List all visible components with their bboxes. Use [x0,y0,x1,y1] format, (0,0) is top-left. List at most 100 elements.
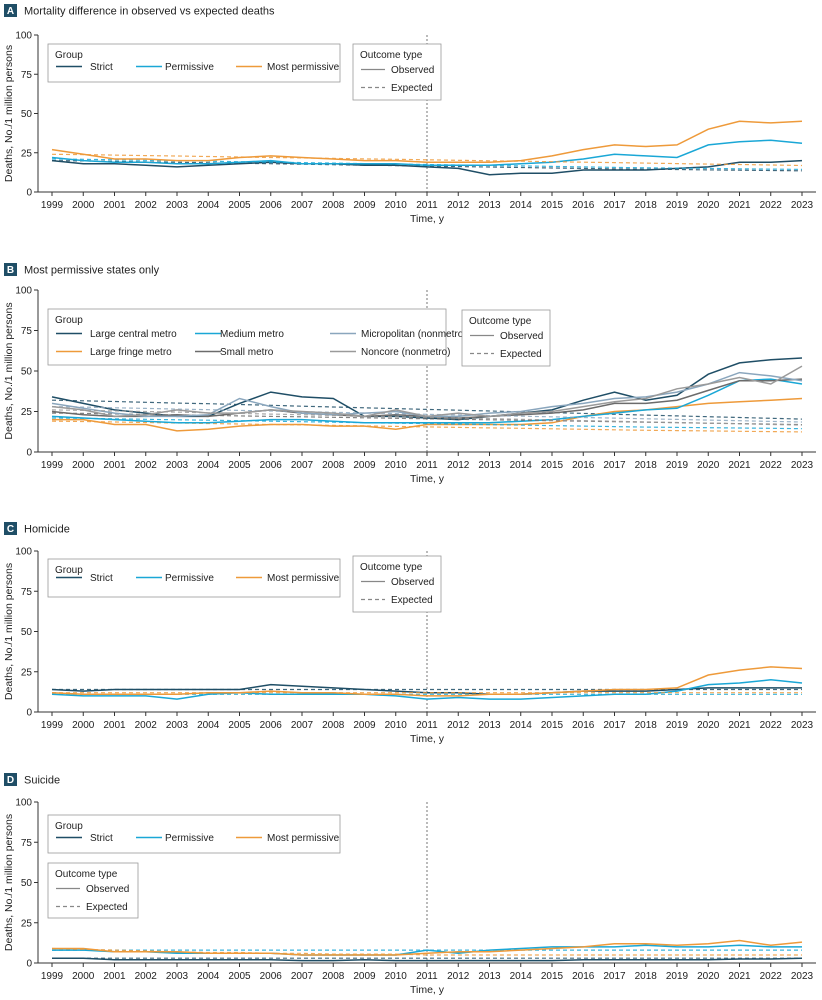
series-observed-strict [52,957,803,962]
legend-label: Most permissive [267,62,340,73]
series-observed-permissive [52,944,802,956]
x-tick-label: 2012 [447,720,470,731]
panel-b: B Most permissive states only 0 25 50 75 100 19… [3,263,816,485]
x-tick-label: 2005 [228,200,251,211]
legend-outcome-observed: Observed [500,331,543,342]
x-tick-label: 2023 [791,460,814,471]
x-tick-label: 2014 [510,200,533,211]
panel-letter: A [7,6,14,17]
series-expected-permissive [51,158,803,170]
series-observed-most-permissive [51,120,803,163]
series-observed-medium-metro [51,378,803,424]
legend-group-title: Group [55,50,83,61]
x-tick-label: 2023 [791,971,814,982]
legend-outcome-expected: Expected [391,83,433,94]
x-tick-label: 2019 [666,460,689,471]
x-tick-label: 2015 [541,200,564,211]
x-axis-label: Time, y [410,213,445,225]
series-expected-most-permissive [51,153,803,167]
x-tick-label: 2010 [385,200,408,211]
series-expected-most-permissive [51,947,802,956]
legend-label: Noncore (nonmetro) [361,347,450,358]
legend-label: Small metro [220,347,274,358]
x-tick-label: 2022 [760,971,783,982]
legend-label: Micropolitan (nonmetro) [361,329,467,340]
series-expected-large-fringe-metro [51,420,803,433]
x-tick-label: 2016 [572,720,595,731]
legend-label: Strict [90,833,113,844]
x-tick-label: 2012 [447,200,470,211]
x-tick-label: 2021 [728,720,751,731]
panel-title: Suicide [24,775,60,787]
legend-group-box [47,43,341,83]
x-axis-label: Time, y [410,473,445,485]
x-tick-label: 2008 [322,971,345,982]
x-tick-label: 2018 [635,720,658,731]
y-tick-label: 100 [15,286,32,297]
legend-outcome-box [461,309,551,367]
legend-label: Strict [90,573,113,584]
x-tick-label: 2003 [166,720,189,731]
panel-d: D Suicide 0 25 50 75 100 1999 2000 2001 2002 2003 20… [3,773,816,996]
x-tick-label: 2000 [72,971,95,982]
x-tick-label: 2009 [353,720,376,731]
x-tick-label: 2010 [385,460,408,471]
x-tick-label: 2011 [416,971,438,982]
legend-group-title: Group [55,821,83,832]
x-tick-label: 2009 [353,971,376,982]
x-tick-label: 2003 [166,460,189,471]
x-tick-label: 2007 [291,720,314,731]
y-tick-label: 25 [21,918,33,929]
x-tick-label: 2005 [228,460,251,471]
x-tick-label: 2000 [72,720,95,731]
legend-label: Permissive [165,573,214,584]
series-observed-noncore-nonmetro [51,365,803,418]
y-tick-label: 75 [21,587,33,598]
x-tick-label: 2022 [760,200,783,211]
y-tick-label: 75 [21,838,33,849]
panel-title: Most permissive states only [24,265,160,277]
x-tick-label: 2010 [385,720,408,731]
panel-title: Mortality difference in observed vs expe… [24,6,275,18]
x-tick-label: 2002 [135,720,158,731]
x-tick-label: 2013 [478,200,501,211]
y-tick-label: 25 [21,148,33,159]
x-tick-label: 2014 [510,720,533,731]
y-axis-label: Deaths, No./1 million persons [3,814,15,951]
x-tick-label: 2013 [478,971,501,982]
x-tick-label: 2018 [635,971,658,982]
panel-letter: D [7,775,14,786]
legend-label: Permissive [165,833,214,844]
x-tick-label: 2001 [103,460,126,471]
legend-label: Most permissive [267,573,340,584]
legend-outcome-observed: Observed [86,884,129,895]
legend-group-title: Group [55,565,83,576]
legend-outcome-title: Outcome type [360,562,423,573]
legend-outcome-box [47,862,139,919]
y-tick-label: 25 [21,667,33,678]
y-axis-label: Deaths, No./1 million persons [3,302,15,439]
x-tick-label: 2005 [228,720,251,731]
x-tick-label: 2011 [416,460,438,471]
y-tick-label: 25 [21,407,33,418]
panel-title: Homicide [24,524,70,536]
x-tick-label: 2015 [541,460,564,471]
panel-a: A Mortality difference in observed vs exp… [3,4,816,225]
x-tick-label: 2015 [541,720,564,731]
x-tick-label: 2000 [72,200,95,211]
legend-group-box [47,308,447,366]
panel-badge [4,263,17,276]
x-tick-label: 1999 [41,460,64,471]
x-tick-label: 2020 [697,720,720,731]
x-tick-label: 2020 [697,200,720,211]
legend-outcome-observed: Observed [391,577,434,588]
panel-c: C Homicide 0 25 50 75 100 1999 2000 2001 2002 2003 2… [3,522,816,745]
x-tick-label: 2001 [103,971,126,982]
series-expected-medium-metro [51,417,803,430]
x-tick-label: 2010 [385,971,408,982]
series-observed-most-permissive [51,666,803,697]
x-tick-label: 2023 [791,200,814,211]
x-tick-label: 2021 [728,460,751,471]
x-tick-label: 2019 [666,971,689,982]
x-tick-label: 2018 [635,460,658,471]
